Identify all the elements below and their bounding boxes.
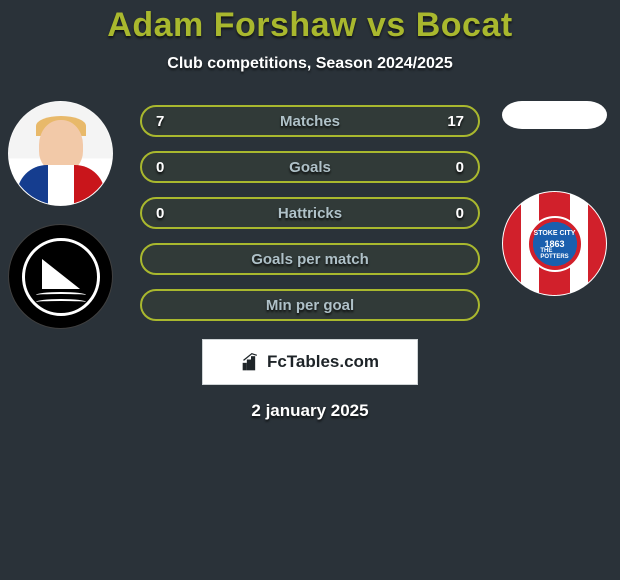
stat-value-left: 7 [156,113,176,130]
right-player-column: STOKE CITY 1863 THE POTTERS [502,101,612,296]
watermark-text: FcTables.com [267,352,379,372]
club-crest-top: STOKE CITY [529,230,581,237]
page-title: Adam Forshaw vs Bocat [0,6,620,45]
footer-date: 2 january 2025 [0,401,620,421]
page-subtitle: Club competitions, Season 2024/2025 [0,55,620,73]
left-club-badge [8,224,113,329]
left-player-column [8,101,118,329]
stat-row: Min per goal [140,289,480,321]
stat-label: Matches [280,113,340,130]
stat-row: 0 Hattricks 0 [140,197,480,229]
stat-value-right: 17 [444,113,464,130]
stat-row: Goals per match [140,243,480,275]
stats-list: 7 Matches 17 0 Goals 0 0 Hattricks 0 Goa… [140,101,480,321]
watermark-badge: FcTables.com [202,339,418,385]
stat-label: Goals [289,159,331,176]
stat-value-left: 0 [156,159,176,176]
stat-row: 7 Matches 17 [140,105,480,137]
stat-value-right: 0 [444,205,464,222]
right-club-badge: STOKE CITY 1863 THE POTTERS [502,191,607,296]
stat-row: 0 Goals 0 [140,151,480,183]
stat-label: Min per goal [266,297,354,314]
header: Adam Forshaw vs Bocat Club competitions,… [0,0,620,73]
stat-value-left: 0 [156,205,176,222]
club-crest-sub: THE POTTERS [540,248,568,260]
stat-label: Hattricks [278,205,342,222]
comparison-content: STOKE CITY 1863 THE POTTERS 7 Matches 17… [0,101,620,421]
stat-label: Goals per match [251,251,369,268]
chart-icon [241,352,261,372]
left-player-avatar [8,101,113,206]
stat-value-right: 0 [444,159,464,176]
right-player-avatar [502,101,607,129]
